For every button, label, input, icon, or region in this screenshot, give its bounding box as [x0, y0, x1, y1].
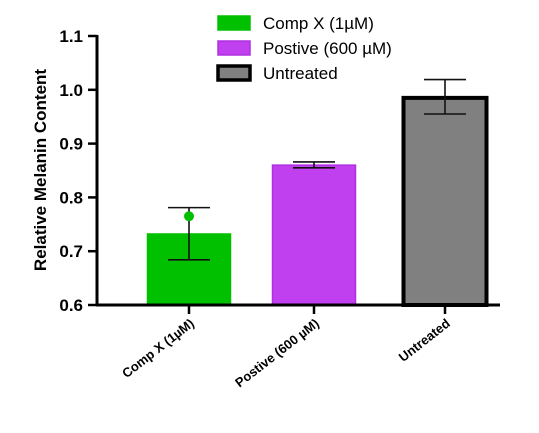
y-axis: 0.6 0.7 0.8 0.9 1.0 1.1 [59, 27, 99, 315]
y-tick-label: 0.6 [59, 296, 83, 315]
x-tick-label: Untreated [396, 316, 453, 365]
legend-swatch [217, 15, 251, 31]
bars [146, 78, 489, 308]
y-tick-label: 1.0 [59, 81, 83, 100]
bar [271, 164, 357, 306]
legend-swatch [216, 64, 252, 82]
legend: Comp X (1µM) Postive (600 µM) Untreated [216, 14, 392, 83]
x-tick-label: Postive (600 µM) [232, 316, 322, 391]
x-axis: Comp X (1µM) Postive (600 µM) Untreated [96, 303, 500, 391]
legend-label: Comp X (1µM) [263, 14, 374, 33]
data-point [184, 211, 194, 222]
y-tick-label: 0.7 [59, 242, 83, 261]
y-tick-label: 0.8 [59, 188, 83, 207]
x-tick-label: Comp X (1µM) [119, 316, 197, 381]
y-axis-title: Relative Melanin Content [31, 69, 50, 271]
legend-label: Untreated [263, 64, 338, 83]
bar [401, 95, 489, 308]
y-tick-label: 1.1 [59, 27, 83, 46]
legend-label: Postive (600 µM) [263, 39, 392, 58]
y-tick-label: 0.9 [59, 135, 83, 154]
legend-swatch [217, 40, 251, 56]
